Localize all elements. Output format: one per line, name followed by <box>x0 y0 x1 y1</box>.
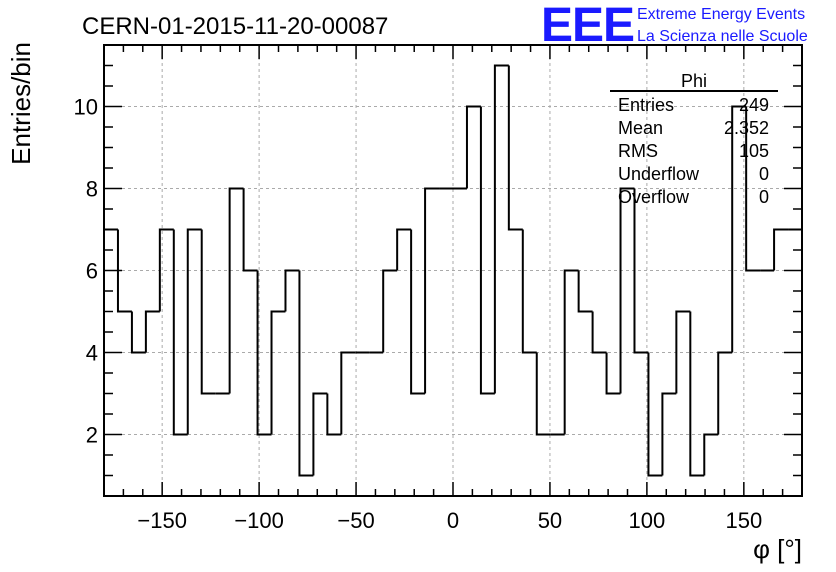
histogram-bin <box>116 229 132 313</box>
stats-box-name: Phi <box>681 71 707 91</box>
histogram-bin <box>493 64 509 394</box>
y-tick-label: 4 <box>86 341 98 366</box>
histogram-bin <box>479 106 495 395</box>
histogram-bin <box>340 351 356 435</box>
x-tick-label: 50 <box>538 508 562 533</box>
histogram-bars <box>103 64 803 496</box>
histogram-bin <box>773 228 789 271</box>
stats-row-value: 2.352 <box>724 118 769 138</box>
histogram-bin <box>703 433 719 476</box>
histogram-bin <box>396 228 412 271</box>
histogram-bin <box>577 270 593 313</box>
histogram-bin <box>242 188 258 272</box>
histogram-bin <box>410 229 426 395</box>
y-axis-title: Entries/bin <box>6 42 36 165</box>
histogram-bin <box>717 351 733 435</box>
histogram-bin <box>382 269 398 353</box>
stats-row-label: Underflow <box>618 164 700 184</box>
x-tick-label: −50 <box>337 508 374 533</box>
histogram-bin <box>507 65 523 231</box>
histogram-bin <box>298 270 314 477</box>
stats-row-label: Mean <box>618 118 663 138</box>
brand-line-2: La Scienza nelle Scuole <box>637 28 808 45</box>
histogram-bin <box>619 187 635 394</box>
stats-row-value: 249 <box>739 95 769 115</box>
histogram-bin <box>284 269 300 312</box>
histogram-bin <box>158 228 174 312</box>
grid-lines <box>104 45 802 496</box>
histogram-bin <box>144 310 160 353</box>
histogram-bin <box>731 105 747 353</box>
stats-row-value: 0 <box>759 187 769 207</box>
x-tick-label: −100 <box>234 508 284 533</box>
histogram-bin <box>633 188 649 354</box>
histogram-bin <box>200 229 216 395</box>
histogram-bin <box>647 352 663 477</box>
histogram-bin <box>228 187 244 394</box>
histogram-bin <box>591 311 607 354</box>
x-axis-title: φ [°] <box>753 534 802 564</box>
histogram-bin <box>465 105 481 189</box>
brand-line-1: Extreme Energy Events <box>637 6 805 23</box>
histogram-bin <box>424 187 440 394</box>
histogram-bin <box>661 392 677 476</box>
histogram-bin <box>745 106 761 272</box>
y-tick-label: 6 <box>86 259 98 284</box>
histogram-bin <box>256 270 272 436</box>
chart-title: CERN-01-2015-11-20-00087 <box>82 13 388 40</box>
stats-row-label: Overflow <box>618 187 690 207</box>
y-tick-label: 10 <box>74 95 98 120</box>
histogram-bin <box>521 229 537 354</box>
x-tick-label: 0 <box>447 508 459 533</box>
x-tick-label: −150 <box>137 508 187 533</box>
histogram-bin <box>130 311 146 354</box>
histogram-bin <box>326 393 342 436</box>
stats-row-label: RMS <box>618 141 658 161</box>
histogram-bin <box>689 311 705 477</box>
histogram-bin <box>675 310 691 394</box>
stats-row-label: Entries <box>618 95 674 115</box>
stats-row-value: 0 <box>759 164 769 184</box>
histogram-bin <box>535 352 551 436</box>
histogram-bin <box>312 392 328 476</box>
eee-logo: EEE <box>541 0 634 52</box>
y-tick-label: 2 <box>86 423 98 448</box>
histogram-bin <box>186 228 202 435</box>
histogram-bin <box>563 269 579 435</box>
histogram-bin <box>270 310 286 435</box>
histogram-bin <box>788 228 803 496</box>
x-tick-labels: −150 −100 −50 0 50 100 150 <box>137 508 762 533</box>
x-tick-label: 100 <box>629 508 666 533</box>
histogram-bin <box>103 228 118 496</box>
histogram-bin <box>605 352 621 395</box>
histogram-bin <box>172 229 188 436</box>
stats-row-value: 105 <box>739 141 769 161</box>
y-tick-labels: 2 4 6 8 10 <box>74 95 98 448</box>
axis-ticks <box>104 45 802 496</box>
x-tick-label: 150 <box>725 508 762 533</box>
stats-box: Phi Entries 249 Mean 2.352 RMS 105 Underflow 0 O… <box>610 71 778 207</box>
y-tick-label: 8 <box>86 177 98 202</box>
